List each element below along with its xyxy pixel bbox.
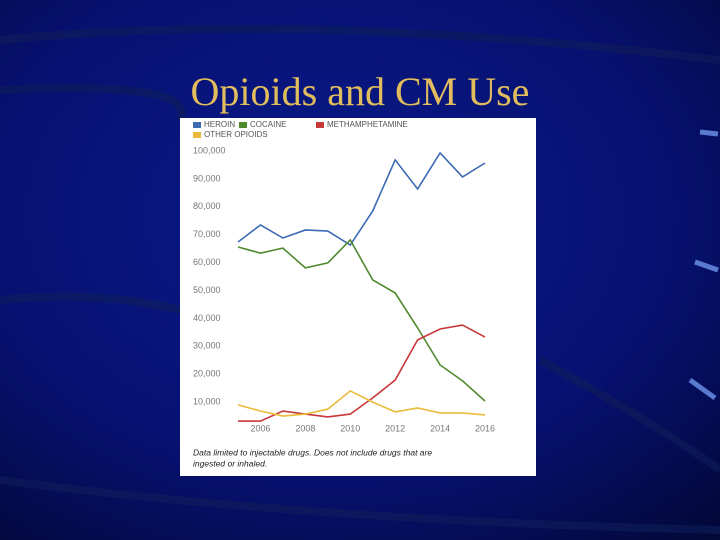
legend-label: HEROIN: [204, 120, 235, 129]
series-line: [237, 151, 486, 247]
chart-panel: [180, 118, 536, 476]
y-tick-label: 60,000: [193, 257, 221, 267]
y-tick-label: 100,000: [193, 145, 226, 155]
y-tick-label: 80,000: [193, 201, 221, 211]
legend-label: COCAINE: [250, 120, 286, 129]
legend-label: OTHER OPIOIDS: [204, 130, 268, 139]
series-line: [238, 324, 486, 422]
y-tick-label: 90,000: [193, 173, 221, 183]
plot: 10,000 20,000 30,000 40,000 50,000 60,000 70,0…: [193, 120, 495, 468]
legend-swatch: [316, 122, 324, 128]
y-tick-label: 40,000: [193, 313, 221, 323]
caption: Data limited to injectable drugs. Does n…: [193, 447, 432, 457]
y-tick-label: 20,000: [193, 369, 221, 379]
legend-swatch: [239, 122, 247, 128]
x-tick-label: 2016: [475, 423, 495, 433]
x-tick-label: 2010: [340, 423, 360, 433]
x-tick-label: 2006: [250, 423, 270, 433]
x-tick-label: 2012: [385, 423, 405, 433]
legend-swatch: [193, 122, 201, 128]
decor-dashes: [688, 129, 719, 401]
y-tick-label: 30,000: [193, 341, 221, 351]
y-tick-label: 50,000: [193, 285, 221, 295]
decor-streaks: [0, 24, 720, 534]
slide-title: Opioids and CM Use: [191, 69, 530, 114]
x-tick-label: 2014: [430, 423, 450, 433]
y-tick-label: 10,000: [193, 396, 221, 406]
caption: ingested or inhaled.: [193, 458, 267, 468]
y-tick-label: 70,000: [193, 229, 221, 239]
x-tick-label: 2008: [295, 423, 315, 433]
legend-label: METHAMPHETAMINE: [327, 120, 408, 129]
legend-swatch: [193, 132, 201, 138]
series-line: [237, 389, 486, 417]
series-line: [237, 238, 486, 402]
